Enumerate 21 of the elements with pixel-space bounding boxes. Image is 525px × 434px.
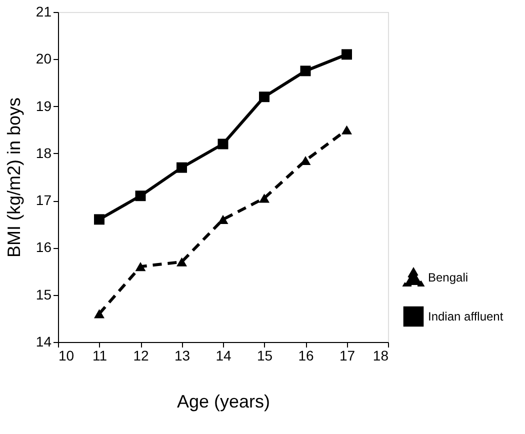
- y-tick-label: 15: [36, 286, 52, 302]
- x-tick-label: 17: [339, 348, 356, 364]
- y-tick-label: 18: [36, 144, 52, 161]
- x-tick-label: 11: [92, 348, 108, 364]
- y-tick-label: 19: [36, 98, 52, 114]
- x-tick-label: 10: [58, 348, 74, 364]
- y-tick-label: 21: [36, 4, 52, 20]
- y-tick-label: 16: [36, 239, 52, 256]
- y-tick-label: 17: [36, 192, 52, 208]
- x-axis-title: Age (years): [176, 392, 270, 412]
- x-tick-label: 13: [174, 348, 190, 364]
- x-tick-label: 18: [372, 348, 389, 364]
- y-axis-title: BMI (kg/m2) in boys: [4, 97, 24, 258]
- y-tick-label: 14: [36, 334, 52, 350]
- x-tick-label: 14: [216, 348, 232, 364]
- x-tick-label: 12: [133, 348, 149, 364]
- legend-label: Indian affluent: [428, 310, 504, 324]
- x-tick-label: 15: [256, 348, 273, 364]
- legend-label: Bengali: [428, 270, 468, 284]
- y-tick-label: 20: [36, 50, 52, 67]
- x-tick-label: 16: [298, 348, 314, 364]
